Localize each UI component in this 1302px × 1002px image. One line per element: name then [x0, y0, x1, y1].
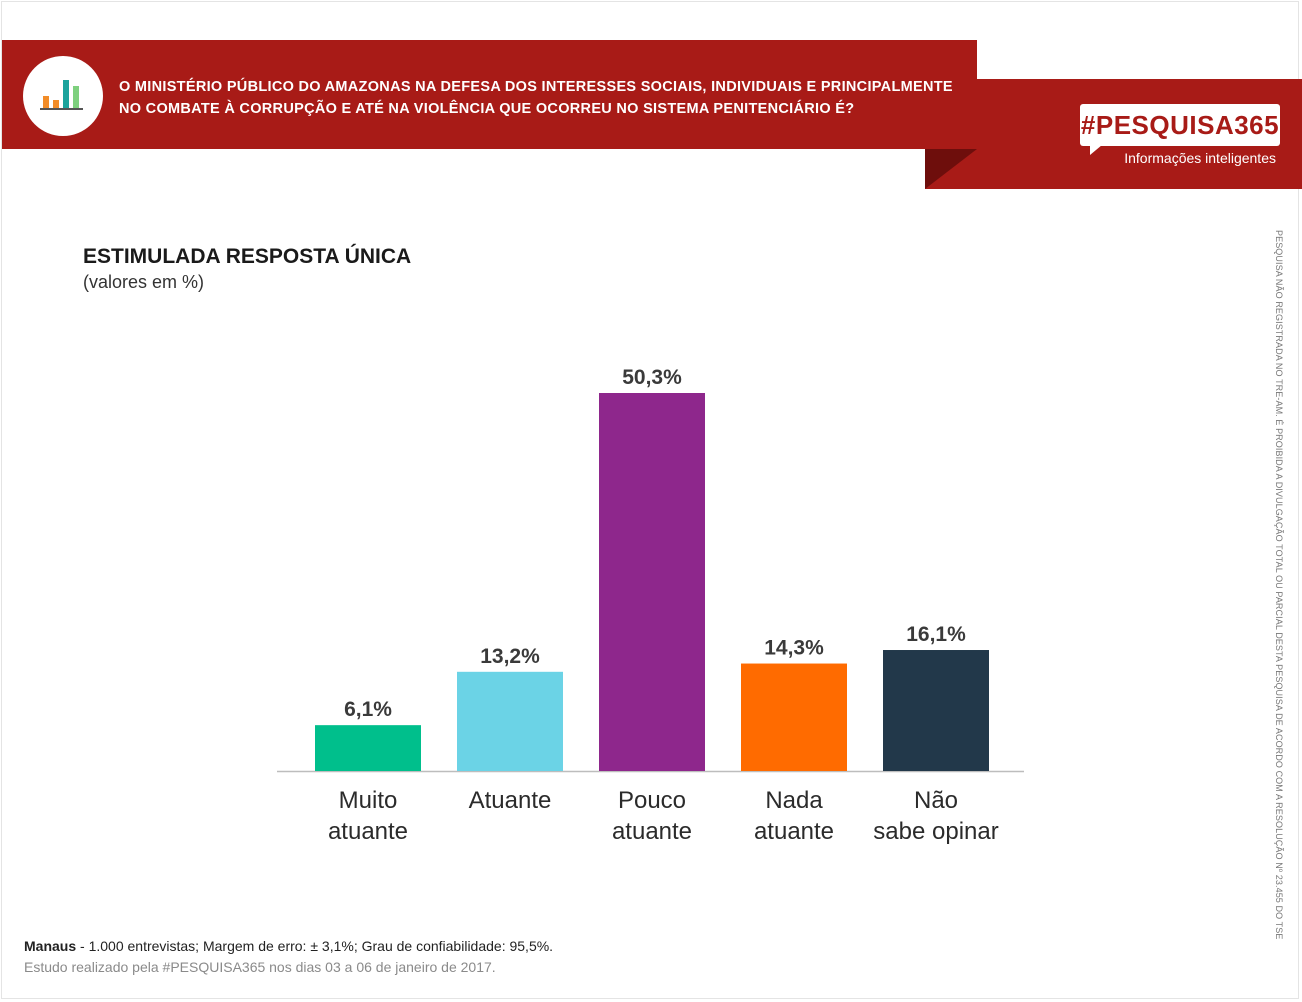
category-label-0-0: Muito — [339, 787, 398, 814]
bar-3 — [741, 663, 847, 771]
question-line-1: O MINISTÉRIO PÚBLICO DO AMAZONAS NA DEFE… — [119, 79, 953, 95]
category-label-0-1: atuante — [328, 818, 408, 845]
footer-study-info: Estudo realizado pela #PESQUISA365 nos d… — [24, 959, 496, 975]
bar-2 — [599, 393, 705, 771]
category-label-4-0: Não — [914, 787, 958, 814]
value-label-2: 50,3% — [622, 366, 682, 389]
category-label-2-0: Pouco — [618, 787, 686, 814]
category-label-3-1: atuante — [754, 818, 834, 845]
category-label-2-1: atuante — [612, 818, 692, 845]
question-banner — [2, 40, 977, 149]
survey-question: O MINISTÉRIO PÚBLICO DO AMAZONAS NA DEFE… — [119, 76, 953, 120]
bar-4 — [883, 650, 989, 771]
category-label-1-0: Atuante — [469, 787, 552, 814]
brand-badge: #PESQUISA365 — [1080, 104, 1280, 146]
logo-circle — [23, 56, 103, 136]
footer-details: - 1.000 entrevistas; Margem de erro: ± 3… — [76, 938, 554, 954]
banner-fold — [925, 149, 977, 189]
question-line-2: NO COMBATE À CORRUPÇÃO E ATÉ NA VIOLÊNCI… — [119, 101, 855, 117]
value-label-4: 16,1% — [906, 623, 966, 646]
chart-unit-note: (valores em %) — [83, 272, 205, 292]
footer-city: Manaus — [24, 938, 77, 954]
value-label-1: 13,2% — [480, 645, 540, 668]
bar-0 — [315, 725, 421, 771]
value-label-3: 14,3% — [764, 637, 824, 660]
chart-title: ESTIMULADA RESPOSTA ÚNICA — [83, 245, 412, 268]
category-label-3-0: Nada — [765, 787, 823, 814]
value-label-0: 6,1% — [344, 698, 392, 721]
brand-name: #PESQUISA365 — [1080, 110, 1280, 140]
bar-1 — [457, 671, 563, 771]
category-label-4-1: sabe opinar — [873, 818, 998, 845]
brand-tagline: Informações inteligentes — [1124, 150, 1276, 166]
footer-sample-info: Manaus - 1.000 entrevistas; Margem de er… — [24, 938, 553, 954]
brand-badge-tail — [1090, 145, 1102, 155]
bar-chart-icon — [40, 80, 83, 110]
